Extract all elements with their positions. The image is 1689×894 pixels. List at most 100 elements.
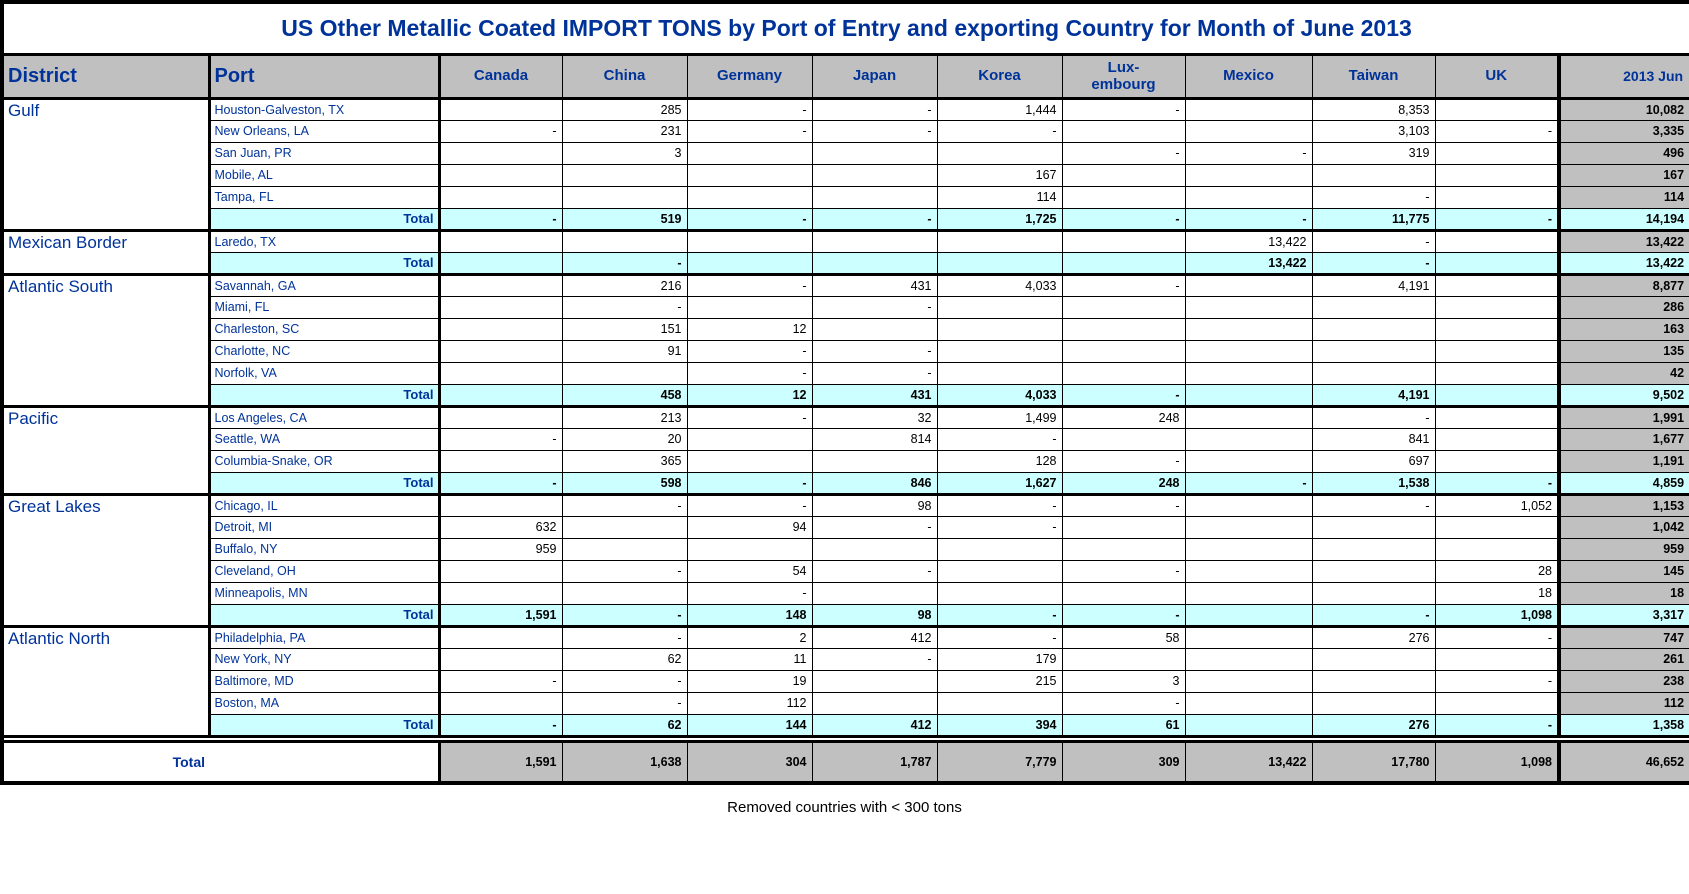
- value-cell: [437, 163, 563, 187]
- value-cell: 58: [1061, 624, 1186, 649]
- row-total-cell: 496: [1556, 141, 1689, 165]
- value-cell: 148: [686, 603, 813, 627]
- value-cell: [1311, 515, 1436, 539]
- value-cell: [437, 404, 563, 429]
- value-cell: [811, 141, 938, 165]
- value-cell: [1061, 361, 1186, 385]
- value-cell: [686, 141, 813, 165]
- value-cell: [1184, 537, 1313, 561]
- port-label: Miami, FL: [207, 295, 440, 319]
- district-label: Atlantic South: [1, 272, 211, 407]
- row-total-cell: 959: [1556, 537, 1689, 561]
- value-cell: 128: [936, 449, 1063, 473]
- port-row: Baltimore, MD - -19 215 3-238: [2, 669, 1689, 693]
- value-cell: [1184, 669, 1313, 693]
- value-cell: 12: [686, 317, 813, 341]
- value-cell: -: [1061, 559, 1186, 583]
- value-cell: 8,353: [1311, 96, 1436, 121]
- value-cell: [811, 669, 938, 693]
- value-cell: -: [561, 559, 688, 583]
- port-label: New Orleans, LA: [207, 119, 440, 143]
- row-total-cell: 3,317: [1556, 603, 1689, 627]
- port-row: Atlantic North Philadelphia, PA -2 412-58 27…: [1, 624, 1689, 737]
- row-total-cell: 9,502: [1556, 383, 1689, 407]
- port-row: Mobile, AL 167 167: [2, 163, 1689, 187]
- value-cell: [1434, 185, 1560, 209]
- value-cell: [1184, 339, 1313, 363]
- value-cell: [1434, 295, 1560, 319]
- value-cell: 841: [1311, 427, 1436, 451]
- value-cell: [686, 228, 813, 253]
- port-label: Buffalo, NY: [207, 537, 440, 561]
- row-total-cell: 1,991: [1556, 404, 1689, 429]
- value-cell: 167: [936, 163, 1063, 187]
- port-label: Savannah, GA: [207, 272, 440, 297]
- district-column-header: District: [1, 53, 210, 100]
- value-cell: [936, 581, 1063, 605]
- value-cell: 248: [1061, 404, 1186, 429]
- value-cell: 112: [686, 691, 813, 715]
- port-row: San Juan, PR 3- -319 496: [2, 141, 1689, 165]
- import-tons-table: US Other Metallic Coated IMPORT TONS by …: [0, 0, 1689, 785]
- row-total-cell: 1,042: [1556, 515, 1689, 539]
- value-cell: [1434, 537, 1560, 561]
- value-cell: -: [1184, 141, 1313, 165]
- report-title: US Other Metallic Coated IMPORT TONS by …: [1, 1, 1689, 56]
- value-cell: 54: [686, 559, 813, 583]
- value-cell: -: [936, 427, 1063, 451]
- port-label: Houston-Galveston, TX: [207, 96, 440, 121]
- row-total-cell: 42: [1556, 361, 1689, 385]
- value-cell: [1311, 295, 1436, 319]
- value-cell: [437, 647, 563, 671]
- value-cell: [1184, 492, 1313, 517]
- value-cell: -: [936, 515, 1063, 539]
- value-cell: [1434, 449, 1560, 473]
- value-cell: 1,725: [936, 207, 1063, 231]
- value-cell: [1434, 339, 1560, 363]
- value-cell: -: [686, 96, 813, 121]
- value-cell: 1,098: [1434, 740, 1560, 784]
- value-cell: [936, 361, 1063, 385]
- port-label: Minneapolis, MN: [207, 581, 440, 605]
- value-cell: [561, 581, 688, 605]
- value-cell: [936, 537, 1063, 561]
- value-cell: [1311, 691, 1436, 715]
- value-cell: -: [437, 119, 563, 143]
- value-cell: [1434, 141, 1560, 165]
- row-total-cell: 1,358: [1556, 713, 1689, 737]
- port-row: Columbia-Snake, OR 365 128- 697 1,191: [2, 449, 1689, 473]
- row-total-cell: 14,194: [1556, 207, 1689, 231]
- value-cell: -: [1434, 713, 1560, 737]
- row-total-cell: 4,859: [1556, 471, 1689, 495]
- column-header-uk: UK: [1434, 53, 1560, 100]
- district-total-row: Total -13,422-13,422: [2, 251, 1689, 275]
- value-cell: -: [811, 339, 938, 363]
- value-cell: 846: [811, 471, 938, 495]
- value-cell: [936, 251, 1063, 275]
- port-column-header: Port: [207, 53, 440, 100]
- spacer-row: [1, 734, 1689, 743]
- value-cell: [811, 449, 938, 473]
- value-cell: 1,052: [1434, 492, 1560, 517]
- value-cell: 4,033: [936, 383, 1063, 407]
- value-cell: [1061, 251, 1186, 275]
- value-cell: 1,591: [437, 740, 563, 784]
- spacer: [1, 734, 1689, 743]
- value-cell: 814: [811, 427, 938, 451]
- district-total-row: Total -519- -1,725- -11,775-14,194: [2, 207, 1689, 231]
- value-cell: -: [1184, 207, 1313, 231]
- value-cell: 412: [811, 713, 938, 737]
- port-row: Norfolk, VA - - 42: [2, 361, 1689, 385]
- value-cell: [1061, 427, 1186, 451]
- port-label: Columbia-Snake, OR: [207, 449, 440, 473]
- grand-total-row: Total 1,591 1,638 304 1,787 7,779 309 13,422 17,…: [1, 740, 1689, 784]
- value-cell: -: [561, 691, 688, 715]
- value-cell: [1434, 427, 1560, 451]
- value-cell: [686, 251, 813, 275]
- value-cell: [1434, 96, 1560, 121]
- value-cell: [561, 361, 688, 385]
- row-total-cell: 747: [1556, 624, 1689, 649]
- value-cell: [811, 317, 938, 341]
- value-cell: 412: [811, 624, 938, 649]
- value-cell: [1184, 515, 1313, 539]
